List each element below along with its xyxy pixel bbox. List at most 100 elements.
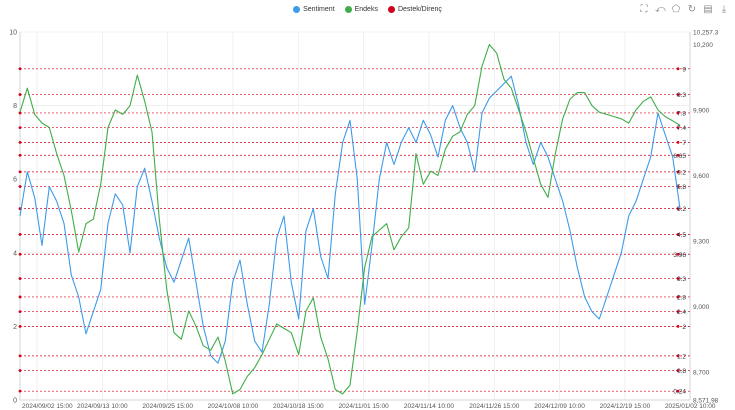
- support-marker-left: [18, 389, 22, 393]
- legend-label-destek-direnc: Destek/Direnç: [397, 6, 442, 13]
- toolbox: ⛶ ⤺ ⬠ ↻ ▤ ⤓: [639, 5, 729, 15]
- left-tick-label: 8: [13, 103, 17, 110]
- legend-dot-sentiment: [293, 6, 301, 13]
- x-tick-label: 2024/09/13 10:00: [77, 403, 128, 410]
- support-marker-left: [18, 170, 22, 174]
- right-tick-label: 8,700: [693, 370, 710, 377]
- support-marker-left: [18, 252, 22, 256]
- support-marker-left: [18, 111, 22, 115]
- support-level-label: 5.2: [677, 206, 686, 213]
- support-marker-left: [18, 93, 22, 96]
- right-tick-label: 10,200: [693, 42, 713, 49]
- series-line-sentiment: [19, 75, 681, 364]
- right-tick-label: 9,900: [693, 108, 710, 115]
- support-level-label: 9: [682, 66, 686, 73]
- support-marker-right: [676, 93, 680, 96]
- support-marker-left: [18, 277, 22, 280]
- legend-dot-destek-direnc: [387, 6, 395, 13]
- right-tick-label: 8,571.98: [693, 398, 719, 405]
- legend-dot-endeks: [344, 6, 352, 13]
- support-marker-right: [676, 354, 680, 358]
- support-marker-left: [18, 141, 22, 144]
- support-marker-right: [676, 126, 680, 130]
- zoom-icon[interactable]: ⛶: [640, 4, 648, 15]
- support-level-label: 2.8: [677, 294, 686, 301]
- support-marker-right: [676, 170, 680, 174]
- legend-label-sentiment: Sentiment: [303, 6, 335, 13]
- legend-item-destek-direnc[interactable]: Destek/Direnç: [387, 6, 442, 13]
- series-line-endeks: [19, 43, 681, 395]
- support-marker-left: [18, 233, 22, 236]
- x-tick-label: 2024/10/18 15:00: [273, 403, 324, 410]
- x-tick-label: 2024/09/25 15:00: [142, 403, 193, 410]
- support-marker-right: [676, 153, 680, 157]
- support-level-label: 7.4: [677, 125, 686, 132]
- x-tick-label: 2024/09/02 15:00: [22, 403, 73, 410]
- support-level-label: 0.8: [677, 368, 686, 375]
- support-level-label: 6.65: [673, 153, 686, 160]
- support-level-label: 5.8: [677, 184, 686, 191]
- support-level-label: 2: [682, 324, 686, 331]
- grid-lines: [19, 31, 691, 401]
- x-tick-label: 2024/12/19 15:00: [600, 403, 651, 410]
- left-tick-label: 6: [13, 177, 17, 184]
- legend-label-endeks: Endeks: [354, 6, 378, 13]
- support-marker-left: [18, 67, 22, 71]
- support-level-label: 6.2: [677, 169, 686, 176]
- series-group: [19, 43, 681, 395]
- right-tick-label: 9,600: [693, 173, 710, 180]
- x-tick-label: 2024/12/09 10:00: [534, 403, 585, 410]
- support-marker-right: [676, 295, 680, 299]
- legend-item-endeks[interactable]: Endeks: [344, 6, 378, 13]
- support-marker-right: [676, 111, 680, 115]
- lasso-icon[interactable]: ⬠: [671, 4, 681, 15]
- support-marker-right: [676, 325, 680, 328]
- support-level-label: 7.8: [677, 110, 686, 117]
- x-tick-label: 2024/11/14 10:00: [404, 403, 455, 410]
- save-image-icon[interactable]: ⤓: [721, 4, 727, 15]
- x-tick-label: 2024/11/26 15:00: [469, 403, 520, 410]
- x-tick-label: 2024/11/01 15:00: [339, 403, 390, 410]
- support-marker-left: [18, 369, 22, 372]
- support-level-label: 2.4: [677, 309, 686, 316]
- support-marker-right: [676, 389, 680, 393]
- support-marker-left: [18, 325, 22, 328]
- support-marker-right: [676, 369, 680, 372]
- support-marker-left: [18, 126, 22, 130]
- left-axis: 0 2 4 6 8 10: [9, 30, 17, 405]
- right-tick-label: 9,300: [693, 239, 710, 246]
- restore-icon[interactable]: ↻: [687, 4, 697, 15]
- legend: Sentiment Endeks Destek/Direnç: [0, 6, 735, 13]
- zoom-reset-icon[interactable]: ⤺: [655, 4, 666, 15]
- support-level-label: 7: [682, 140, 686, 147]
- support-marker-right: [676, 67, 680, 71]
- support-marker-right: [676, 310, 680, 314]
- support-level-label: 3.96: [673, 252, 686, 259]
- support-resistance-lines: 0.24 0.8 1.2 2 2.4 2.8 3.3 3.96 4.5 5.2 5.8 6.2 6.65…: [18, 66, 690, 396]
- support-level-label: 0.24: [673, 389, 686, 396]
- right-axis: 8,571.98 8,700 9,000 9,300 9,600 9,900 10,200 1…: [693, 30, 719, 405]
- support-marker-left: [18, 295, 22, 299]
- right-tick-label: 10,257.3: [693, 30, 719, 37]
- left-tick-label: 2: [13, 324, 17, 331]
- support-level-label: 3.3: [677, 276, 686, 283]
- support-level-label: 1.2: [677, 353, 686, 360]
- legend-item-sentiment[interactable]: Sentiment: [293, 6, 335, 13]
- left-tick-label: 10: [9, 30, 17, 37]
- support-marker-left: [18, 354, 22, 358]
- right-tick-label: 9,000: [693, 304, 710, 311]
- left-tick-label: 4: [13, 250, 17, 257]
- support-marker-right: [676, 141, 680, 144]
- x-tick-label: 2024/10/08 10:00: [208, 403, 259, 410]
- support-marker-right: [676, 277, 680, 280]
- x-tick-label: 2025/01/02 10:00: [665, 403, 716, 410]
- data-view-icon[interactable]: ▤: [703, 4, 713, 15]
- x-axis: 2024/09/02 15:00 2024/09/13 10:00 2024/09/…: [22, 403, 716, 410]
- support-marker-right: [676, 252, 680, 256]
- support-marker-right: [676, 207, 680, 211]
- left-tick-label: 0: [13, 398, 17, 405]
- support-level-label: 8.3: [677, 92, 686, 99]
- support-marker-right: [676, 233, 680, 236]
- support-marker-left: [18, 153, 22, 157]
